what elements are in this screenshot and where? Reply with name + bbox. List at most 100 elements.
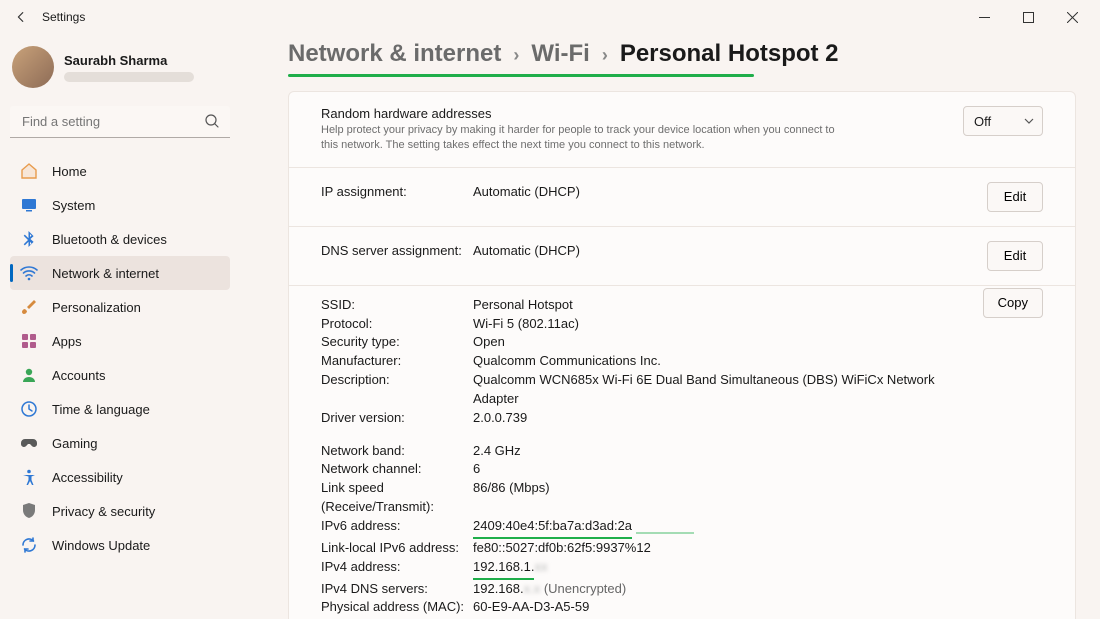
- mac-label: Physical address (MAC):: [321, 598, 473, 617]
- search-icon: [204, 113, 220, 132]
- rha-description: Help protect your privacy by making it h…: [321, 123, 841, 153]
- description-value: Qualcomm WCN685x Wi-Fi 6E Dual Band Simu…: [473, 371, 951, 409]
- ip-assignment-value: Automatic (DHCP): [473, 182, 963, 199]
- profile-name: Saurabh Sharma: [64, 53, 194, 68]
- person-icon: [20, 366, 38, 384]
- breadcrumb-mid[interactable]: Wi-Fi: [531, 40, 589, 68]
- breadcrumb-root[interactable]: Network & internet: [288, 40, 501, 68]
- sidebar-item-accounts[interactable]: Accounts: [10, 358, 230, 392]
- main-content: Network & internet › Wi-Fi › Personal Ho…: [240, 34, 1100, 619]
- ipv6-label: IPv6 address:: [321, 517, 473, 539]
- description-label: Description:: [321, 371, 473, 409]
- ip-assignment-label: IP assignment:: [321, 182, 473, 199]
- apps-icon: [20, 332, 38, 350]
- security-label: Security type:: [321, 333, 473, 352]
- sidebar-item-privacy[interactable]: Privacy & security: [10, 494, 230, 528]
- bluetooth-icon: [20, 230, 38, 248]
- search-box[interactable]: [10, 106, 230, 138]
- dns-assignment-edit-button[interactable]: Edit: [987, 241, 1043, 271]
- security-value: Open: [473, 333, 951, 352]
- home-icon: [20, 162, 38, 180]
- manufacturer-value: Qualcomm Communications Inc.: [473, 352, 951, 371]
- sidebar-item-label: Bluetooth & devices: [52, 232, 167, 247]
- highlight-underline: [288, 74, 754, 77]
- sidebar-item-apps[interactable]: Apps: [10, 324, 230, 358]
- section-network-info: SSID:Personal Hotspot Protocol:Wi-Fi 5 (…: [289, 286, 1075, 619]
- copy-button[interactable]: Copy: [983, 288, 1043, 318]
- avatar: [12, 46, 54, 88]
- sidebar-item-label: Accounts: [52, 368, 105, 383]
- protocol-value: Wi-Fi 5 (802.11ac): [473, 315, 951, 334]
- channel-label: Network channel:: [321, 460, 473, 479]
- band-label: Network band:: [321, 442, 473, 461]
- manufacturer-label: Manufacturer:: [321, 352, 473, 371]
- shield-icon: [20, 502, 38, 520]
- sidebar-item-bluetooth[interactable]: Bluetooth & devices: [10, 222, 230, 256]
- breadcrumb-current: Personal Hotspot 2: [620, 40, 839, 68]
- section-random-hw: Random hardware addresses Help protect y…: [289, 92, 1075, 168]
- access-icon: [20, 468, 38, 486]
- ip-assignment-edit-button[interactable]: Edit: [987, 182, 1043, 212]
- sidebar-item-label: Windows Update: [52, 538, 150, 553]
- band-value: 2.4 GHz: [473, 442, 951, 461]
- brush-icon: [20, 298, 38, 316]
- chevron-right-icon: ›: [602, 45, 608, 66]
- protocol-label: Protocol:: [321, 315, 473, 334]
- linklocal-label: Link-local IPv6 address:: [321, 539, 473, 558]
- back-button[interactable]: [10, 6, 32, 28]
- wifi-icon: [20, 264, 38, 282]
- linklocal-value: fe80::5027:df0b:62f5:9937%12: [473, 539, 951, 558]
- sidebar-item-home[interactable]: Home: [10, 154, 230, 188]
- ssid-label: SSID:: [321, 296, 473, 315]
- search-input[interactable]: [10, 106, 230, 138]
- sidebar-item-label: Privacy & security: [52, 504, 155, 519]
- maximize-button[interactable]: [1006, 2, 1050, 32]
- sidebar-item-label: Apps: [52, 334, 82, 349]
- mac-value: 60-E9-AA-D3-A5-59: [473, 598, 951, 617]
- sidebar-item-network[interactable]: Network & internet: [10, 256, 230, 290]
- sidebar-item-gaming[interactable]: Gaming: [10, 426, 230, 460]
- sidebar-item-label: Time & language: [52, 402, 150, 417]
- chevron-right-icon: ›: [513, 45, 519, 66]
- sidebar-item-label: Home: [52, 164, 87, 179]
- sidebar-item-label: Accessibility: [52, 470, 123, 485]
- ssid-value: Personal Hotspot: [473, 296, 951, 315]
- window-title: Settings: [42, 10, 85, 24]
- rha-title: Random hardware addresses: [321, 106, 943, 121]
- profile-block[interactable]: Saurabh Sharma: [10, 40, 230, 102]
- titlebar: Settings: [0, 0, 1100, 34]
- minimize-button[interactable]: [962, 2, 1006, 32]
- ipv4-value: 192.168.1.xx: [473, 558, 951, 580]
- dns-assignment-value: Automatic (DHCP): [473, 241, 963, 258]
- section-ip-assignment: IP assignment: Automatic (DHCP) Edit: [289, 168, 1075, 227]
- sidebar-item-label: Personalization: [52, 300, 141, 315]
- nav-list: Home System Bluetooth & devices Network & i…: [10, 154, 230, 562]
- chevron-down-icon: [1024, 114, 1034, 129]
- rha-dropdown[interactable]: Off: [963, 106, 1043, 136]
- ipv4dns-value: 192.168.x.x (Unencrypted): [473, 580, 951, 599]
- sidebar: Saurabh Sharma Home System Bluetooth & dev…: [0, 34, 240, 619]
- dns-assignment-label: DNS server assignment:: [321, 241, 473, 258]
- game-icon: [20, 434, 38, 452]
- driver-value: 2.0.0.739: [473, 409, 951, 428]
- close-button[interactable]: [1050, 2, 1094, 32]
- ipv4-label: IPv4 address:: [321, 558, 473, 580]
- sidebar-item-label: System: [52, 198, 95, 213]
- update-icon: [20, 536, 38, 554]
- channel-value: 6: [473, 460, 951, 479]
- sidebar-item-label: Gaming: [52, 436, 98, 451]
- sidebar-item-accessibility[interactable]: Accessibility: [10, 460, 230, 494]
- sidebar-item-personalization[interactable]: Personalization: [10, 290, 230, 324]
- ipv6-value: 2409:40e4:5f:ba7a:d3ad:2a: [473, 517, 951, 539]
- system-icon: [20, 196, 38, 214]
- breadcrumb: Network & internet › Wi-Fi › Personal Ho…: [288, 40, 1076, 74]
- sidebar-item-update[interactable]: Windows Update: [10, 528, 230, 562]
- rha-dropdown-value: Off: [974, 114, 991, 129]
- profile-email-placeholder: [64, 72, 194, 82]
- network-details-card: Random hardware addresses Help protect y…: [288, 91, 1076, 619]
- section-dns-assignment: DNS server assignment: Automatic (DHCP) …: [289, 227, 1075, 286]
- linkspeed-value: 86/86 (Mbps): [473, 479, 951, 517]
- linkspeed-label: Link speed (Receive/Transmit):: [321, 479, 473, 517]
- sidebar-item-system[interactable]: System: [10, 188, 230, 222]
- sidebar-item-time[interactable]: Time & language: [10, 392, 230, 426]
